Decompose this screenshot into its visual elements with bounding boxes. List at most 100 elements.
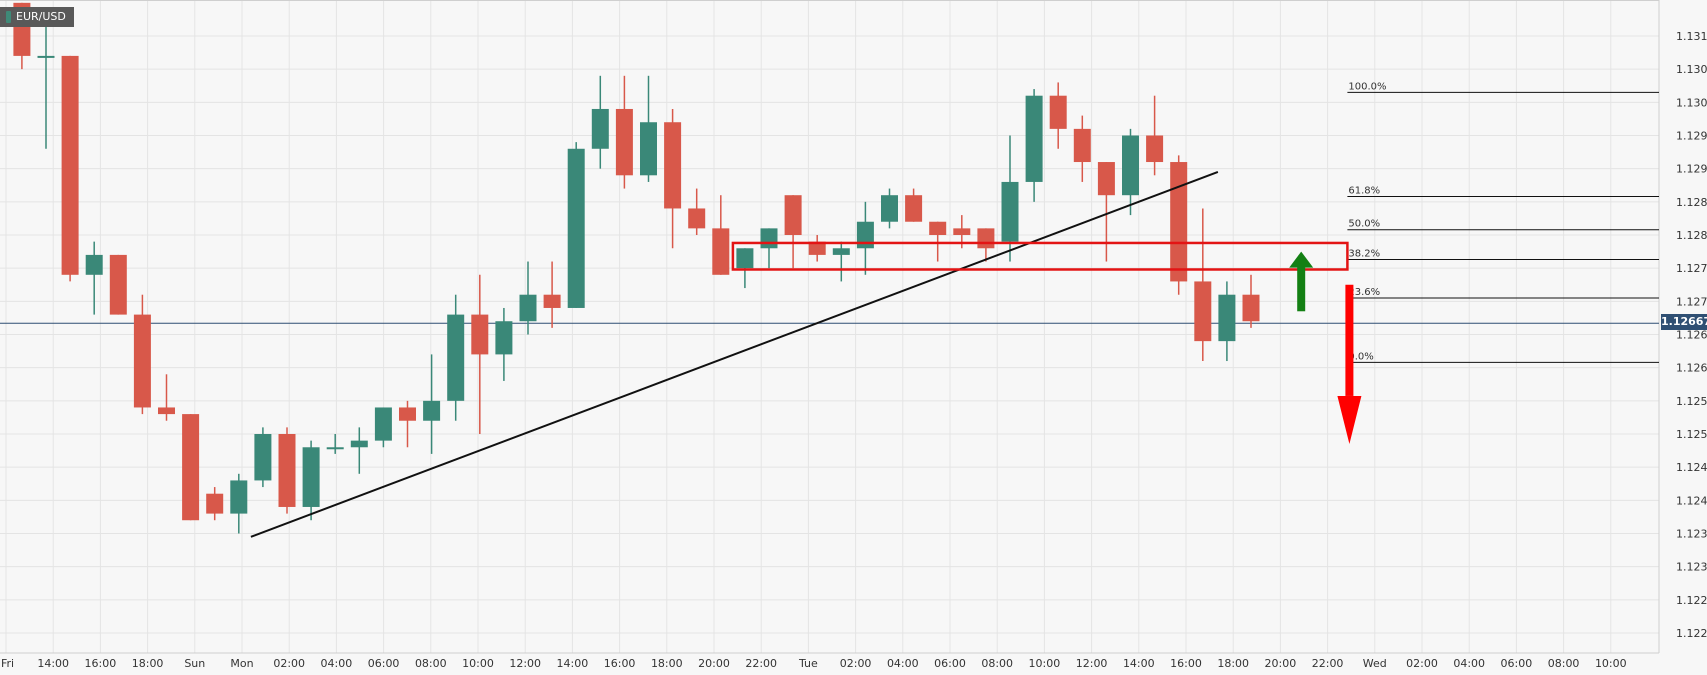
x-tick-label: 14:00 [37, 657, 69, 670]
x-tick-label: 02:00 [1406, 657, 1438, 670]
candle-body [1122, 135, 1139, 196]
fib-level-label: 0.0% [1348, 351, 1373, 362]
arrow-down-shaft [1345, 284, 1354, 396]
x-tick-label: 02:00 [273, 657, 305, 670]
y-tick-label: 1.1245 [1676, 461, 1707, 474]
resistance-zone-box [731, 241, 1349, 271]
candle-body [712, 228, 730, 275]
candle-body [158, 407, 175, 415]
candle-body [1170, 162, 1188, 282]
candle-body [109, 254, 127, 315]
candle-body [495, 321, 513, 355]
y-tick-label: 1.1240 [1676, 494, 1707, 507]
y-tick-label: 1.1280 [1676, 229, 1707, 242]
fib-level-label: 38.2% [1348, 249, 1380, 260]
candle-body [1218, 294, 1236, 342]
trendline [250, 171, 1219, 538]
candle-body [206, 493, 224, 514]
candle-body [881, 195, 898, 222]
x-tick-label: 20:00 [1265, 657, 1297, 670]
candle-body [85, 254, 103, 275]
x-tick-label: 20:00 [698, 657, 730, 670]
x-tick-label: Sun [184, 657, 205, 670]
candle-body [278, 434, 296, 507]
x-tick-label: 22:00 [745, 657, 777, 670]
fib-level-label: 100.0% [1348, 81, 1386, 92]
x-tick-label: 12:00 [509, 657, 541, 670]
y-tick-label: 1.1275 [1676, 262, 1707, 275]
candle-body [519, 294, 537, 322]
y-tick-label: 1.1250 [1676, 428, 1707, 441]
candle-body [1073, 128, 1091, 163]
x-tick-label: 06:00 [934, 657, 966, 670]
candle-body [1242, 294, 1260, 322]
x-tick-label: Tue [798, 657, 818, 670]
candle-body [1146, 135, 1164, 163]
candle-body [350, 440, 368, 448]
candle-body [856, 221, 874, 249]
y-tick-label: 1.1305 [1676, 63, 1707, 76]
y-tick-label: 1.1220 [1676, 627, 1707, 640]
y-tick-label: 1.1225 [1676, 594, 1707, 607]
x-tick-label: Wed [1363, 657, 1387, 670]
current-price-badge: 1.12667 [1661, 314, 1707, 330]
candle-body [471, 314, 489, 355]
y-tick-label: 1.1310 [1676, 30, 1707, 43]
candle-body [664, 122, 682, 209]
y-tick-label: 1.1260 [1676, 362, 1707, 375]
symbol-name: EUR/USD [16, 10, 66, 23]
candle-body [567, 148, 585, 308]
candle-body [929, 221, 947, 235]
candle-body [1049, 95, 1067, 129]
x-tick-label: 04:00 [1453, 657, 1485, 670]
candle-body [953, 228, 971, 235]
candle-body [447, 314, 465, 401]
candle-body [133, 314, 151, 408]
candle-body [37, 55, 55, 58]
x-tick-label: 22:00 [1312, 657, 1344, 670]
x-tick-label: 08:00 [415, 657, 447, 670]
candle-body [302, 447, 320, 507]
arrow-up-head [1289, 251, 1314, 268]
candles [13, 2, 1260, 534]
fib-level-label: 50.0% [1348, 219, 1380, 230]
candlestick-icon [6, 11, 11, 23]
candle-body [61, 55, 79, 275]
y-tick-label: 1.1255 [1676, 395, 1707, 408]
x-tick-label: 02:00 [840, 657, 872, 670]
y-tick-label: 1.1270 [1676, 295, 1707, 308]
x-tick-label: 04:00 [321, 657, 353, 670]
plot-background [0, 0, 1659, 653]
y-tick-label: 1.1235 [1676, 528, 1707, 541]
candle-body [688, 208, 706, 229]
candle-body [808, 241, 826, 255]
x-tick-label: 18:00 [132, 657, 164, 670]
candle-body [1097, 162, 1115, 196]
x-tick-label: 14:00 [557, 657, 589, 670]
x-tick-label: 08:00 [981, 657, 1013, 670]
candle-body [423, 400, 441, 421]
x-tick-label: 12:00 [1076, 657, 1108, 670]
candle-body [1025, 95, 1043, 182]
candle-body [615, 108, 633, 176]
grid-lines [0, 0, 1659, 653]
x-tick-label: 04:00 [887, 657, 919, 670]
candle-body [374, 407, 392, 441]
candle-body [182, 414, 200, 521]
candle-body [591, 108, 609, 149]
symbol-label: EUR/USD [0, 7, 74, 27]
x-tick-label: 10:00 [462, 657, 494, 670]
x-tick-label: 16:00 [604, 657, 636, 670]
x-tick-label: 10:00 [1029, 657, 1061, 670]
y-tick-label: 1.1290 [1676, 163, 1707, 176]
candle-body [760, 228, 778, 249]
x-tick-label: Mon [230, 657, 253, 670]
candle-body [736, 248, 754, 269]
candle-body [326, 447, 344, 450]
candle-body [640, 122, 657, 176]
x-tick-label: 14:00 [1123, 657, 1155, 670]
x-tick-label: 06:00 [368, 657, 400, 670]
candle-body [1001, 181, 1019, 242]
